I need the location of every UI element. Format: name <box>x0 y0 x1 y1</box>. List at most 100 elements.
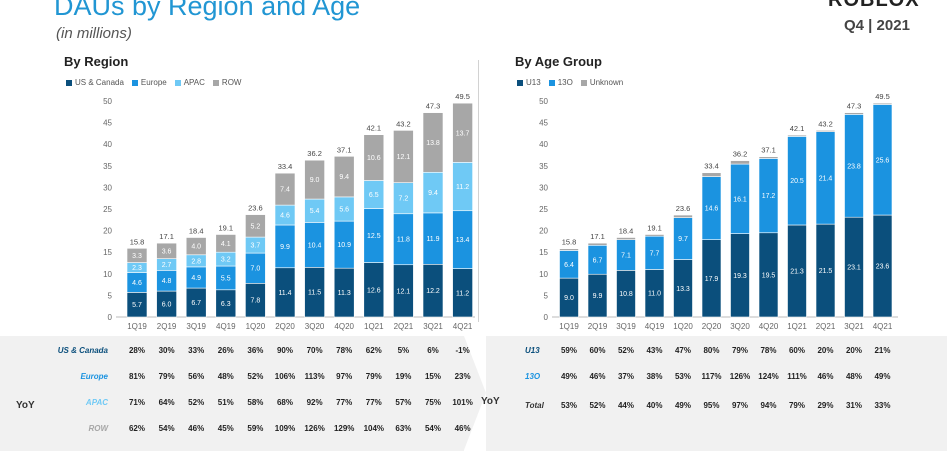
bar-value-label: 20.5 <box>790 178 804 185</box>
yoy-row-label-us-canada: US & Canada <box>57 346 108 355</box>
yoy-cell: 51% <box>217 398 234 407</box>
yoy-cell: 79% <box>731 346 748 355</box>
bar-value-label: 12.1 <box>397 154 411 161</box>
bar-value-label: 7.1 <box>621 253 631 260</box>
bar-segment-row-2q20 <box>274 172 296 206</box>
yoy-cell: 46% <box>817 372 834 381</box>
bar-value-label: 7.4 <box>280 187 290 194</box>
y-tick-label: 0 <box>108 313 113 322</box>
bar-value-label: 4.6 <box>280 213 290 220</box>
yoy-cell: 54% <box>158 424 175 433</box>
yoy-cell: 80% <box>703 346 720 355</box>
legend-swatch <box>580 79 587 86</box>
yoy-cell: 49% <box>560 372 577 381</box>
yoy-cell: 117% <box>701 372 722 381</box>
bar-segment-unknown-2q21 <box>815 130 836 132</box>
legend-item-unknown: Unknown <box>580 78 623 87</box>
bar-total-label: 15.8 <box>562 238 577 247</box>
bar-value-label: 13.4 <box>456 237 470 244</box>
bar-value-label: 23.6 <box>876 264 890 271</box>
y-tick-label: 30 <box>539 183 548 192</box>
yoy-cell: 52% <box>589 401 606 410</box>
legend-label: Europe <box>140 78 167 87</box>
x-tick-label: 4Q19 <box>645 322 665 331</box>
bar-total-label: 17.1 <box>159 232 174 241</box>
bar-value-label: 23.8 <box>847 163 861 170</box>
yoy-cell: 52% <box>247 372 264 381</box>
bar-segment-row-4q19 <box>215 234 237 253</box>
bar-value-label: 7.8 <box>251 298 261 305</box>
yoy-cell: 49% <box>874 372 891 381</box>
y-tick-label: 20 <box>539 227 548 236</box>
yoy-cell: 95% <box>703 401 720 410</box>
y-tick-label: 35 <box>103 162 112 171</box>
yoy-cell: 81% <box>128 372 145 381</box>
yoy-cell: 56% <box>188 372 205 381</box>
bar-value-label: 11.8 <box>397 237 410 244</box>
yoy-cell: 94% <box>760 401 777 410</box>
yoy-cell: 101% <box>452 398 473 407</box>
bar-value-label: 13.7 <box>456 130 470 137</box>
bar-value-label: 23.1 <box>847 265 861 272</box>
yoy-cell: 26% <box>217 346 234 355</box>
yoy-cell: 78% <box>336 346 353 355</box>
yoy-cell: 58% <box>247 398 264 407</box>
bar-total-label: 42.1 <box>366 124 381 133</box>
bar-total-label: 43.2 <box>818 119 833 128</box>
legend-label: ROW <box>221 78 242 87</box>
bar-value-label: 7.2 <box>399 196 409 203</box>
bar-value-label: 3.7 <box>251 243 261 250</box>
bar-value-label: 21.5 <box>819 268 833 275</box>
region-yoy-arrow <box>464 336 486 450</box>
yoy-cell: 59% <box>560 346 577 355</box>
y-tick-label: 40 <box>103 140 112 149</box>
x-tick-label: 1Q19 <box>559 322 579 331</box>
legend-swatch <box>131 79 138 86</box>
yoy-cell: 106% <box>274 372 296 381</box>
y-tick-label: 15 <box>103 248 112 257</box>
bar-value-label: 9.4 <box>339 174 349 181</box>
bar-segment-unknown-2q19 <box>587 242 608 246</box>
yoy-cell: 111% <box>787 372 807 381</box>
x-tick-label: 3Q20 <box>730 322 750 331</box>
x-tick-label: 4Q20 <box>759 322 779 331</box>
y-tick-label: 15 <box>539 248 548 257</box>
yoy-cell: 38% <box>646 372 663 381</box>
y-tick-label: 25 <box>539 205 548 214</box>
bar-value-label: 11.5 <box>308 290 321 297</box>
bar-value-label: 9.9 <box>593 293 603 300</box>
bar-segment-unknown-1q21 <box>787 134 807 137</box>
legend-label: 13O <box>557 78 573 87</box>
bar-segment-row-3q19 <box>185 237 207 256</box>
x-tick-label: 4Q21 <box>873 322 893 331</box>
bar-value-label: 2.8 <box>191 258 201 265</box>
bar-segment-unknown-3q19 <box>616 237 636 240</box>
y-tick-label: 0 <box>544 313 549 322</box>
yoy-row-label-13o: 13O <box>525 372 541 381</box>
bar-value-label: 11.2 <box>456 290 469 297</box>
yoy-cell: 62% <box>128 424 145 433</box>
region-chart-title: By Region <box>64 54 129 69</box>
bar-segment-unknown-1q19 <box>559 248 579 251</box>
bar-total-label: 42.1 <box>790 124 805 133</box>
yoy-cell: 19% <box>395 372 412 381</box>
bar-value-label: 6.7 <box>593 257 603 264</box>
age-yoy-label: YoY <box>481 396 500 407</box>
bar-value-label: 4.1 <box>221 241 231 248</box>
yoy-cell: 68% <box>276 398 293 407</box>
yoy-cell: 28% <box>128 346 145 355</box>
bar-value-label: 11.2 <box>456 184 469 191</box>
legend-swatch <box>174 79 181 86</box>
bar-segment-row-4q20 <box>333 155 355 198</box>
legend-item-us-canada: US & Canada <box>66 78 124 87</box>
bar-value-label: 6.5 <box>369 192 379 199</box>
yoy-cell: 97% <box>336 372 353 381</box>
x-tick-label: 1Q21 <box>364 322 384 331</box>
bar-value-label: 3.3 <box>132 253 142 260</box>
bar-value-label: 6.7 <box>191 300 201 307</box>
yoy-cell: -1% <box>455 346 470 355</box>
legend-item-europe: Europe <box>131 78 167 87</box>
yoy-cell: 49% <box>674 401 691 410</box>
bar-value-label: 19.3 <box>733 273 747 280</box>
page-subtitle: (in millions) <box>56 25 132 42</box>
